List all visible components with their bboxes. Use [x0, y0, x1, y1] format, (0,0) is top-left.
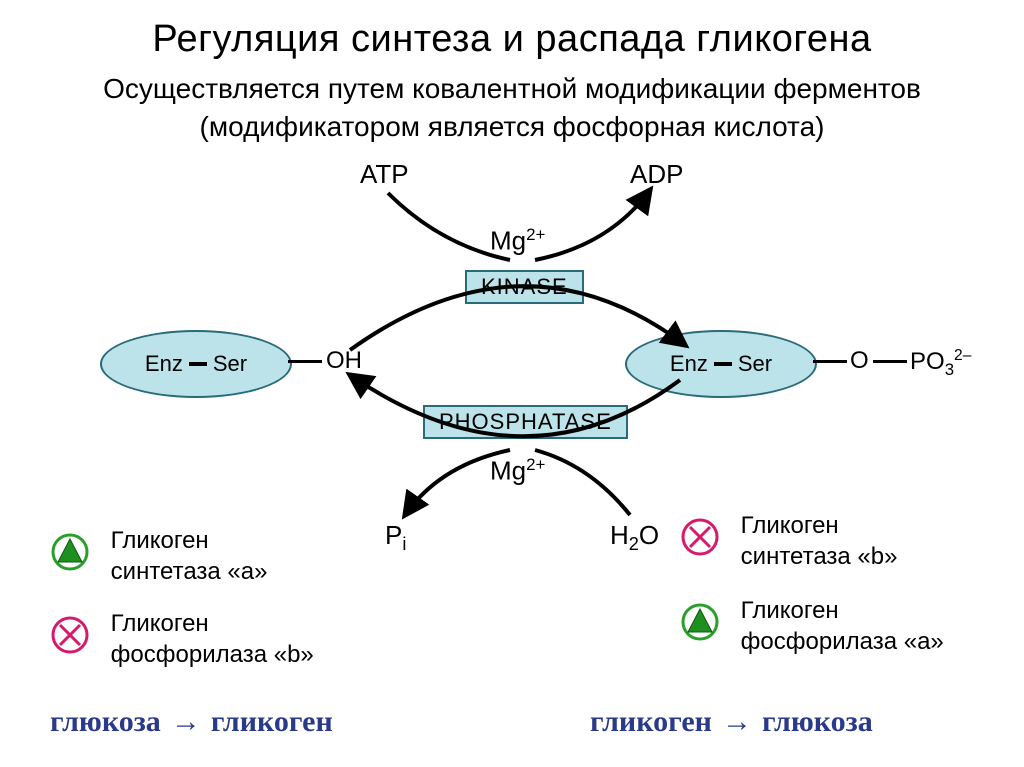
legend-phos-b: Гликогенфосфорилаза «b»	[50, 608, 314, 670]
inactive-icon	[680, 517, 720, 565]
route-left-b: гликоген	[211, 705, 333, 739]
route-right-b: глюкоза	[762, 705, 873, 739]
reaction-diagram: ATP ADP Mg2+ KINASE EnzSer OH EnzSer O P…	[140, 165, 900, 535]
route-left: глюкоза → гликоген	[50, 705, 333, 739]
arrow-icon: →	[171, 705, 201, 739]
legend-syn-b: Гликогенсинтетаза «b»	[680, 510, 897, 572]
legend-syn-a-text: Гликогенсинтетаза «a»	[111, 525, 268, 587]
page-title: Регуляция синтеза и распада гликогена	[0, 18, 1024, 61]
legend-phos-a: Гликогенфосфорилаза «a»	[680, 595, 944, 657]
subtitle-line2: (модификатором является фосфорная кислот…	[200, 111, 825, 142]
legend-phos-b-text: Гликогенфосфорилаза «b»	[111, 608, 314, 670]
reaction-arrows	[140, 165, 900, 535]
route-right-a: гликоген	[590, 705, 712, 739]
active-icon	[680, 602, 720, 650]
label-po3: PO32–	[910, 347, 971, 380]
legend-syn-b-text: Гликогенсинтетаза «b»	[741, 510, 898, 572]
page-subtitle: Осуществляется путем ковалентной модифик…	[0, 70, 1024, 146]
inactive-icon	[50, 615, 90, 663]
active-icon	[50, 532, 90, 580]
arrow-icon: →	[722, 705, 752, 739]
route-right: гликоген → глюкоза	[590, 705, 873, 739]
subtitle-line1: Осуществляется путем ковалентной модифик…	[103, 73, 921, 104]
legend-phos-a-text: Гликогенфосфорилаза «a»	[741, 595, 944, 657]
route-left-a: глюкоза	[50, 705, 161, 739]
legend-syn-a: Гликогенсинтетаза «a»	[50, 525, 267, 587]
